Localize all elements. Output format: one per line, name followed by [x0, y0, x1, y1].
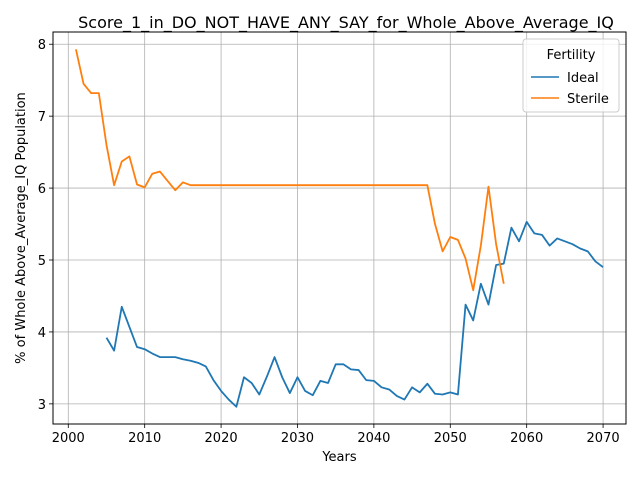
x-tick-label: 2050 [434, 431, 467, 446]
chart-title: Score_1_in_DO_NOT_HAVE_ANY_SAY_for_Whole… [78, 13, 614, 33]
y-tick-label: 6 [38, 182, 46, 197]
series-line-ideal [105, 220, 604, 408]
x-tick-label: 2000 [52, 431, 85, 446]
x-tick-label: 2070 [587, 431, 620, 446]
y-tick-label: 5 [38, 254, 46, 269]
x-tick-label: 2060 [510, 431, 543, 446]
legend-label-sterile: Sterile [567, 92, 609, 107]
plot-frame [52, 31, 627, 425]
series-lines [75, 49, 604, 408]
legend-title: Fertility [547, 48, 596, 63]
grid [53, 32, 626, 424]
x-tick-label: 2040 [357, 431, 390, 446]
y-tick-label: 3 [38, 398, 46, 413]
y-tick-label: 7 [38, 110, 46, 125]
ticks: 2000 2010 2020 2030 2040 2050 2060 2070 3 4 5 6 7 8 [38, 38, 620, 446]
series-line-sterile [75, 49, 505, 292]
y-tick-label: 8 [38, 38, 46, 53]
legend-box [522, 38, 620, 113]
x-tick-label: 2010 [128, 431, 161, 446]
legend-label-ideal: Ideal [567, 71, 599, 86]
y-tick-label: 4 [38, 326, 46, 341]
legend: Fertility Ideal Sterile [522, 38, 620, 113]
x-tick-label: 2030 [281, 431, 314, 446]
x-axis-title: Years [321, 450, 357, 465]
x-tick-label: 2020 [205, 431, 238, 446]
y-axis-title: % of Whole Above_Average_IQ Population [14, 92, 29, 364]
